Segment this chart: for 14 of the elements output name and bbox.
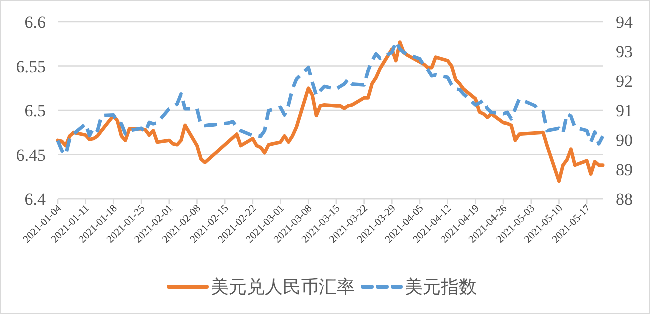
legend-label: 美元兑人民币汇率 xyxy=(211,277,355,297)
y2-tick-label: 88 xyxy=(616,190,633,209)
y2-tick-label: 92 xyxy=(616,72,633,91)
y2-tick-label: 90 xyxy=(616,131,633,150)
y-tick-label: 6.4 xyxy=(24,190,46,209)
y2-tick-label: 91 xyxy=(616,102,633,120)
legend-label: 美元指数 xyxy=(405,277,477,297)
y-tick-label: 6.5 xyxy=(24,102,46,120)
y2-tick-label: 89 xyxy=(616,160,633,180)
y-tick-label: 6.45 xyxy=(16,146,46,165)
y2-tick-label: 94 xyxy=(616,13,634,32)
y-tick-label: 6.55 xyxy=(16,57,46,76)
y2-tick-label: 93 xyxy=(616,42,633,62)
y-tick-label: 6.6 xyxy=(24,13,46,32)
